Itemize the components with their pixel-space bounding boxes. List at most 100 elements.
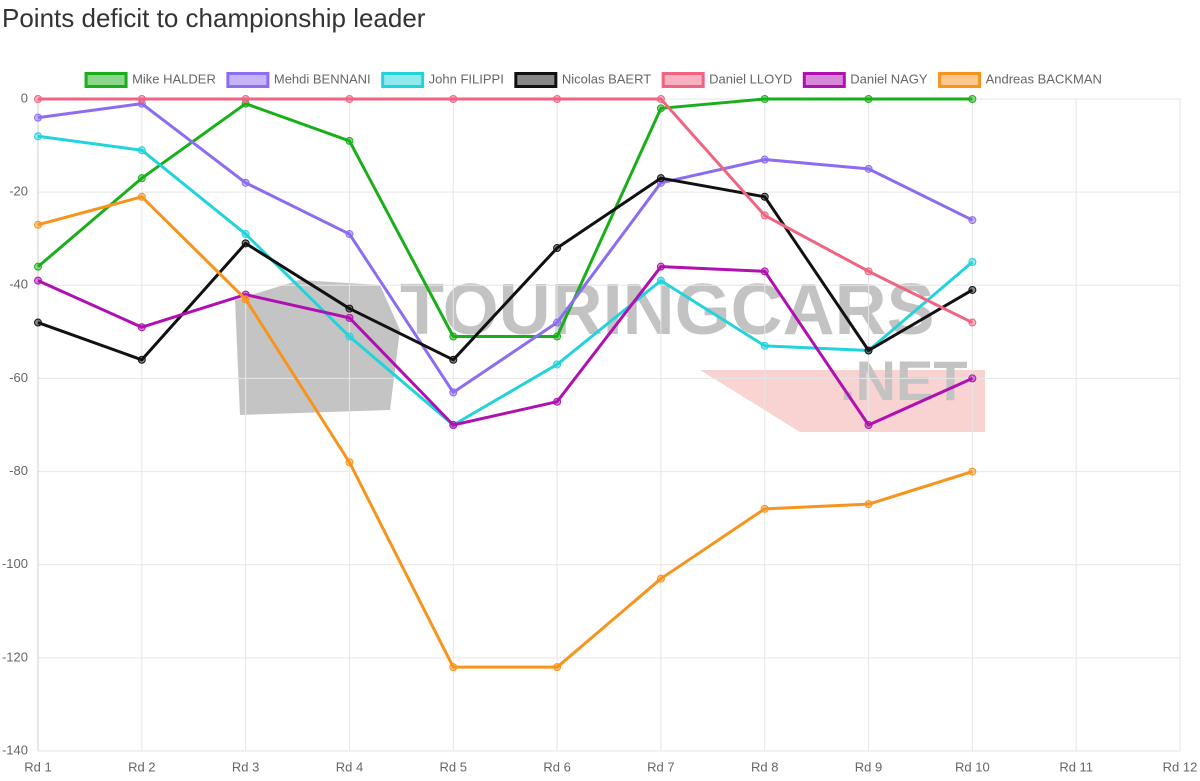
data-point (34, 132, 42, 141)
data-point (968, 95, 977, 103)
series-line (37, 265, 973, 427)
data-point (760, 267, 769, 276)
data-point (449, 421, 458, 429)
legend-swatch (84, 72, 128, 88)
legend-label: Andreas BACKMAN (986, 71, 1102, 86)
data-point (449, 95, 458, 103)
data-point (656, 574, 665, 583)
data-point (553, 244, 562, 253)
data-point (241, 295, 250, 304)
x-tick-label: Rd 6 (543, 759, 570, 774)
data-point (968, 374, 977, 383)
y-tick-label: -40 (9, 277, 28, 292)
data-point (553, 397, 562, 406)
data-point (968, 318, 977, 327)
data-point (34, 220, 42, 229)
data-point (241, 230, 250, 239)
data-point (345, 332, 354, 341)
data-point (760, 504, 769, 513)
data-point (760, 155, 769, 164)
legend-swatch (661, 72, 705, 88)
data-point (34, 318, 42, 327)
legend-swatch (802, 72, 846, 88)
data-point (656, 95, 665, 103)
data-point (241, 178, 250, 187)
series-line (37, 195, 973, 669)
x-tick-label: Rd 7 (647, 759, 674, 774)
y-tick-label: -100 (2, 556, 28, 571)
legend-swatch (381, 72, 425, 88)
legend-label: Nicolas BAERT (562, 71, 651, 86)
data-point (968, 216, 977, 225)
data-point (449, 355, 458, 364)
data-point (345, 458, 354, 467)
data-point (449, 388, 458, 397)
data-point (760, 192, 769, 201)
legend: Mike HALDER Mehdi BENNANI John FILIPPI Nico… (84, 71, 1102, 88)
x-tick-label: Rd 9 (855, 759, 882, 774)
x-tick-label: Rd 12 (1163, 759, 1198, 774)
data-point (345, 230, 354, 239)
x-tick-label: Rd 10 (955, 759, 990, 774)
data-point (241, 95, 250, 103)
data-point (137, 174, 146, 183)
data-point (345, 304, 354, 313)
grid (37, 98, 1181, 752)
series-line (37, 176, 974, 362)
legend-swatch (226, 72, 270, 88)
data-point (137, 192, 146, 201)
watermark-text: TOURINGCARS (400, 270, 935, 350)
legend-label: Mehdi BENNANI (274, 71, 371, 86)
data-point (553, 360, 562, 369)
legend-swatch (938, 72, 982, 88)
data-point (656, 104, 665, 113)
data-point (553, 332, 562, 341)
data-point (864, 95, 873, 103)
watermark-car (235, 280, 400, 415)
data-point (656, 174, 665, 183)
legend-label: John FILIPPI (429, 71, 504, 86)
data-point (968, 285, 977, 294)
data-point (553, 663, 562, 672)
data-point (864, 500, 873, 509)
chart-title: Points deficit to championship leader (2, 3, 426, 33)
data-point (760, 341, 769, 350)
series-line (37, 102, 974, 394)
data-point (241, 239, 250, 248)
data-point (864, 421, 873, 429)
watermark-text: .NET (840, 349, 968, 412)
series-line (38, 97, 974, 324)
y-tick-label: 0 (21, 90, 28, 105)
data-point (656, 262, 665, 271)
legend-swatch (514, 72, 558, 88)
x-tick-label: Rd 11 (1059, 759, 1093, 774)
data-point (345, 136, 354, 145)
watermark-stripe (700, 370, 985, 432)
y-tick-label: -20 (9, 184, 28, 199)
data-point (553, 318, 562, 327)
data-point (864, 164, 873, 173)
y-tick-label: -80 (9, 463, 28, 478)
y-tick-label: -60 (9, 370, 28, 385)
data-point (864, 346, 873, 355)
y-tick-label: -120 (2, 649, 28, 664)
legend-label: Daniel LLOYD (709, 71, 792, 86)
data-point (449, 332, 458, 341)
data-point (345, 313, 354, 322)
data-point (34, 276, 42, 285)
data-point (137, 355, 146, 364)
series-line (37, 97, 973, 339)
data-point (34, 262, 42, 271)
data-point (137, 323, 146, 332)
x-tick-label: Rd 8 (751, 759, 778, 774)
data-point (760, 95, 769, 103)
legend-label: Daniel NAGY (850, 71, 928, 86)
data-point (34, 95, 42, 103)
legend-label: Mike HALDER (132, 71, 216, 86)
x-tick-label: Rd 1 (24, 759, 51, 774)
x-tick-label: Rd 3 (232, 759, 259, 774)
data-point (345, 95, 354, 103)
data-point (553, 95, 562, 103)
data-point (656, 276, 665, 285)
